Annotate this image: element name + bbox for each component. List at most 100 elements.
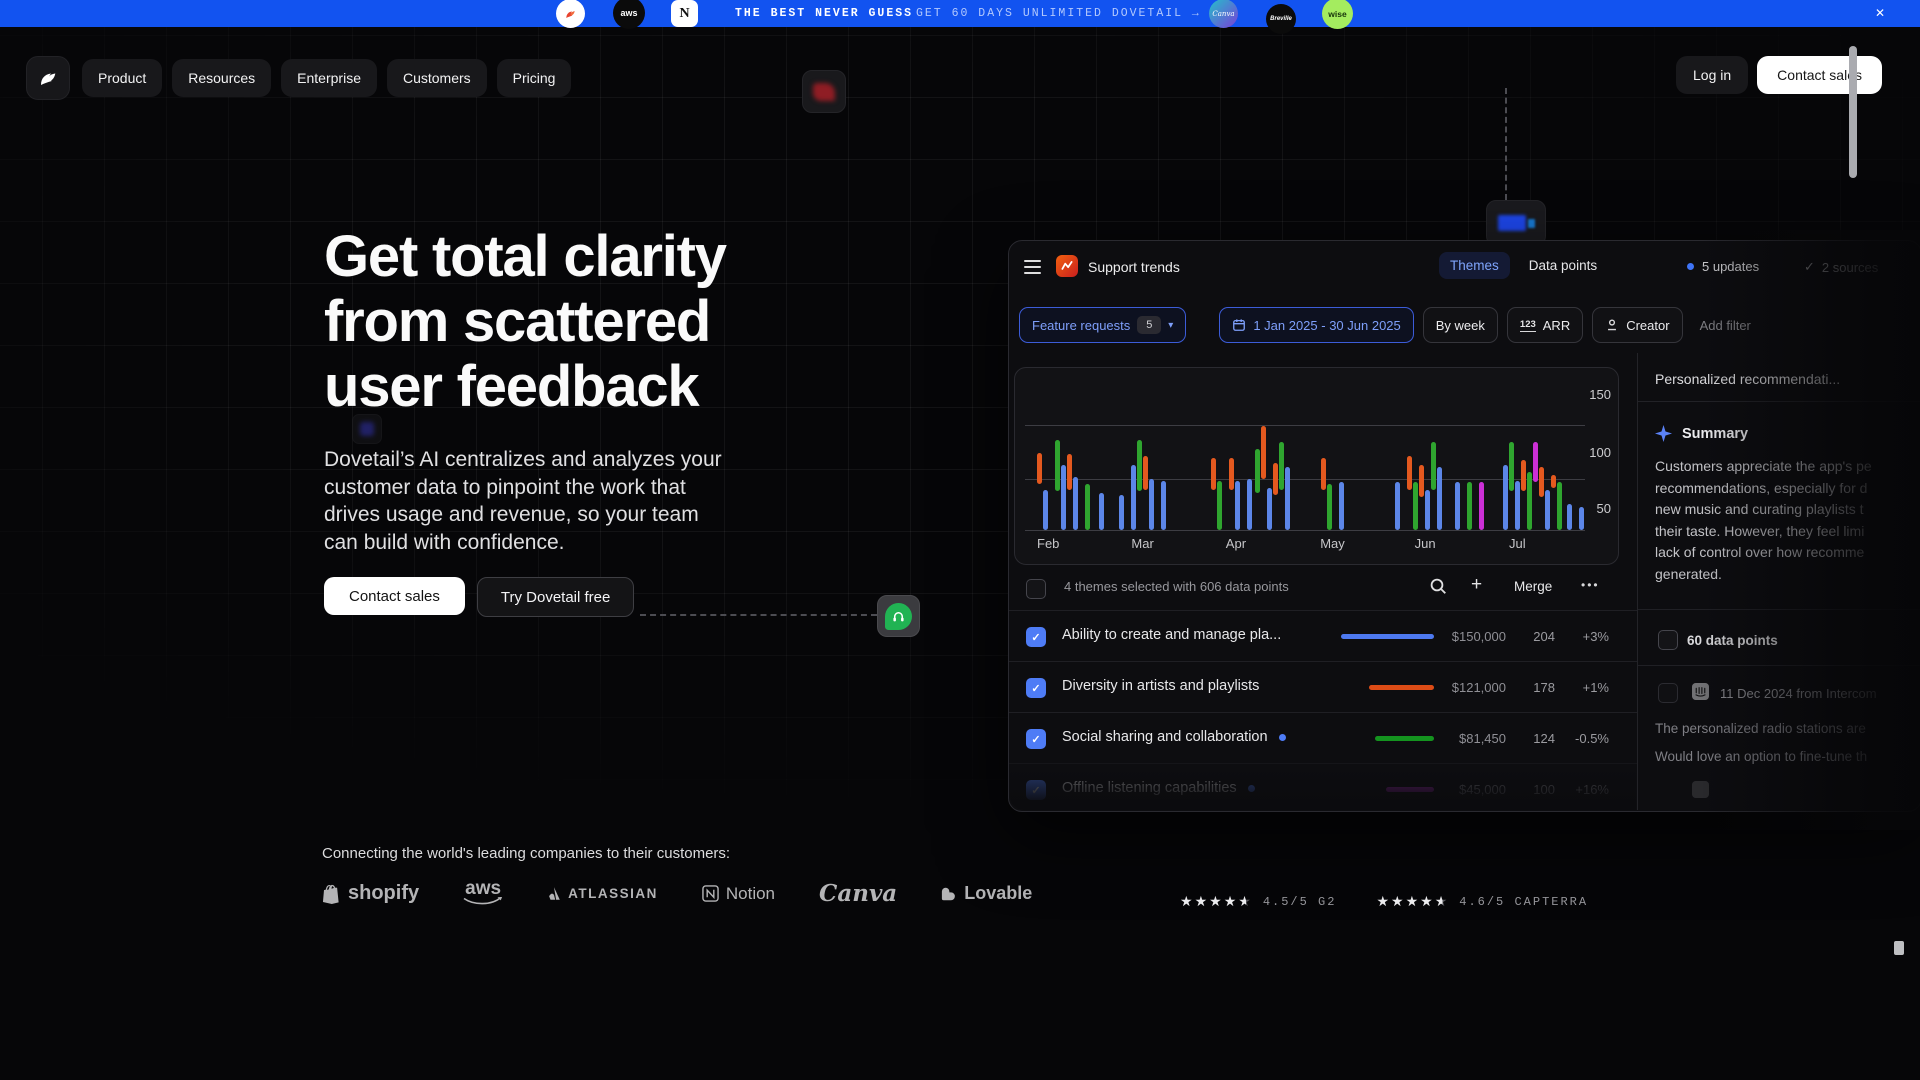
nav-item-enterprise[interactable]: Enterprise [281,59,377,97]
y-tick: 50 [1596,501,1611,516]
source-icon-faint [1692,781,1709,803]
theme-row-1[interactable]: Diversity in artists and playlists $121,0… [1009,661,1637,712]
chart-bar [1503,464,1508,530]
banner-cta-link[interactable]: GET 60 DAYS UNLIMITED DOVETAIL → [916,7,1201,20]
panel-title: Personalized recommendati... [1655,371,1841,387]
theme-trend-line [1375,736,1434,741]
menu-icon[interactable] [1024,260,1041,278]
theme-checkbox[interactable] [1026,780,1046,800]
decor-tile-support [877,595,920,637]
summary-text: Customers appreciate the app's pe recomme… [1655,458,1872,582]
chart-bar [1521,459,1526,492]
atlassian-mark-icon [549,887,560,900]
theme-checkbox[interactable] [1026,729,1046,749]
nav-item-pricing[interactable]: Pricing [496,59,572,97]
theme-arr-value: $45,000 [1459,782,1506,797]
chart-bar [1161,480,1166,530]
companies-heading: Connecting the world's leading companies… [322,845,731,862]
feedback-checkbox[interactable] [1658,683,1678,703]
atlassian-logo: ATLASSIAN [547,886,658,901]
divider [1638,665,1920,666]
theme-checkbox[interactable] [1026,627,1046,647]
chart-bar [1579,507,1584,530]
chart-bar [1455,481,1460,530]
theme-label: Diversity in artists and playlists [1062,678,1260,694]
chart-bar [1055,440,1060,492]
chart-bar [1437,466,1442,530]
theme-count: 204 [1533,629,1555,644]
feedback-meta: 11 Dec 2024 from Intercom [1720,686,1877,701]
theme-label: Offline listening capabilities [1062,780,1255,796]
support-trends-window: Support trends Themes Data points 5 upda… [1008,240,1920,812]
contact-sales-nav-button[interactable]: Contact sales [1757,56,1882,94]
add-filter-button[interactable]: Add filter [1699,317,1751,333]
theme-filter-dropdown[interactable]: Feature requests 5 ▾ [1019,307,1187,343]
chart-bar [1539,466,1544,497]
theme-filter-count-badge: 5 [1137,316,1162,334]
y-tick: 150 [1589,387,1611,402]
sources-status[interactable]: ✓ 2 sources [1804,259,1878,275]
theme-label: Social sharing and collaboration [1062,729,1286,745]
metric-filter[interactable]: 123 ARR [1506,307,1584,343]
chart-bar [1235,480,1240,530]
contact-sales-button[interactable]: Contact sales [324,577,465,615]
login-button[interactable]: Log in [1676,56,1749,94]
banner-logo-dovetail [556,0,585,28]
feedback-text: The personalized radio stations are Would… [1655,721,1868,764]
chart-bar [1131,464,1136,530]
scrollbar-thumb[interactable] [1849,46,1857,178]
chart-bar [1261,426,1266,479]
update-dot-icon [1278,733,1286,741]
theme-row-2[interactable]: Social sharing and collaboration $81,450 1… [1009,712,1637,763]
chart-bar [1143,456,1148,490]
theme-checkbox[interactable] [1026,678,1046,698]
summary-title: Summary [1682,426,1749,442]
theme-row-3[interactable]: Offline listening capabilities $45,000 100… [1009,763,1637,810]
chart-bar [1339,481,1344,530]
theme-label: Ability to create and manage pla... [1062,627,1282,643]
chart-bar [1255,449,1260,494]
datapoints-checkbox[interactable] [1658,630,1678,650]
trend-chart: 150 100 50 Feb Mar Apr May Jun Jul [1014,367,1619,565]
more-options-icon[interactable]: ••• [1581,578,1600,592]
chart-bar [1567,503,1572,530]
theme-row-0[interactable]: Ability to create and manage pla... $150,… [1009,610,1637,661]
calendar-icon [1233,319,1246,331]
merge-button[interactable]: Merge [1514,579,1553,594]
creator-filter[interactable]: Creator [1592,307,1683,343]
date-range-filter[interactable]: 1 Jan 2025 - 30 Jun 2025 [1219,307,1414,343]
view-tabs: Themes Data points [1439,252,1608,279]
chart-bar [1407,456,1412,490]
divider [1638,401,1920,402]
corner-widget[interactable] [1894,941,1904,955]
x-tick-jun: Jun [1414,536,1436,551]
updates-status[interactable]: 5 updates [1687,259,1759,274]
theme-list: Ability to create and manage pla... $150,… [1009,610,1637,810]
select-all-checkbox[interactable] [1026,579,1046,599]
nav-item-product[interactable]: Product [82,59,163,97]
chart-bar [1061,464,1066,530]
nav-item-resources[interactable]: Resources [172,59,272,97]
tab-data-points[interactable]: Data points [1528,258,1598,273]
banner-logo-aws: aws [613,0,645,29]
dovetail-logo[interactable] [26,56,70,100]
granularity-filter[interactable]: By week [1422,307,1498,343]
chart-bar [1149,478,1154,530]
chart-bar [1217,480,1222,530]
chart-bar [1467,481,1472,530]
chart-bar [1551,475,1556,488]
search-icon[interactable] [1429,577,1447,600]
capterra-source: CAPTERRA [1514,894,1589,909]
banner-close-icon[interactable]: ✕ [1874,6,1886,20]
x-tick-feb: Feb [1037,536,1060,551]
tab-themes[interactable]: Themes [1439,252,1510,279]
nav-item-customers[interactable]: Customers [386,59,487,97]
aws-smile-icon [463,897,503,905]
add-theme-icon[interactable]: + [1471,574,1483,595]
g2-source: G2 [1318,894,1337,909]
chart-bar [1425,489,1430,530]
date-range-label: 1 Jan 2025 - 30 Jun 2025 [1253,317,1401,333]
try-free-button[interactable]: Try Dovetail free [476,577,635,617]
decor-tile-faint [352,414,382,444]
chart-bar [1413,482,1418,530]
